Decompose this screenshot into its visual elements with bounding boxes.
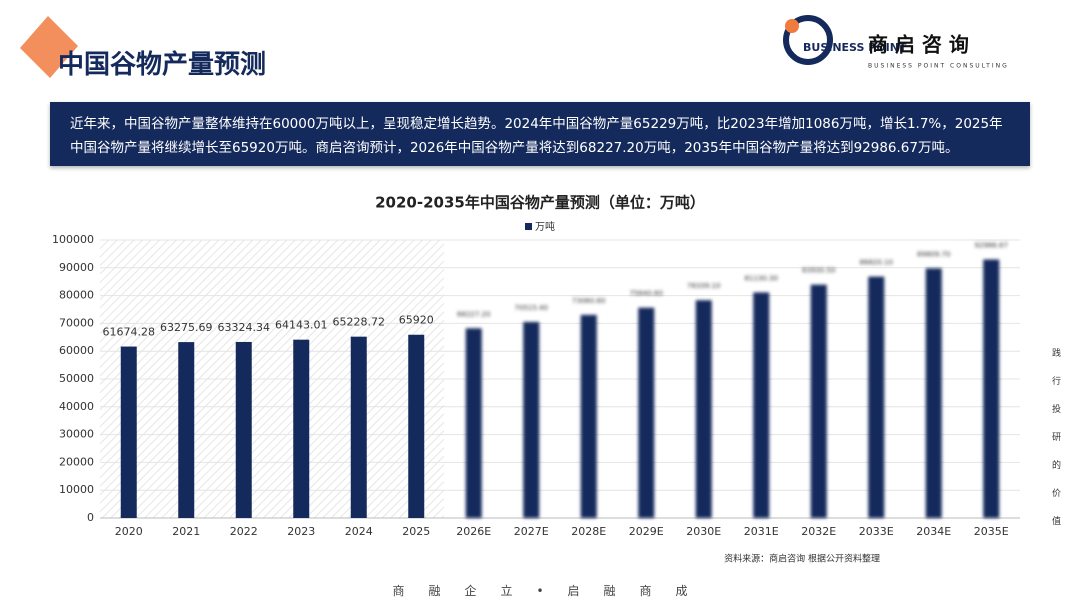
- bar: [638, 307, 655, 518]
- x-tick-label: 2031E: [744, 525, 779, 538]
- bar: [925, 268, 942, 518]
- bar: [293, 339, 310, 518]
- bar: [580, 314, 597, 518]
- bar: [178, 342, 195, 518]
- x-tick-label: 2030E: [686, 525, 721, 538]
- y-tick-label: 0: [87, 511, 94, 524]
- y-tick-label: 100000: [52, 233, 94, 246]
- bar: [408, 334, 425, 518]
- source: 资料来源：商启咨询 根据公开资料整理: [724, 553, 880, 565]
- y-tick-label: 10000: [59, 483, 94, 496]
- x-tick-label: 2028E: [571, 525, 606, 538]
- y-tick-label: 40000: [59, 400, 94, 413]
- legend-swatch: [525, 223, 532, 230]
- data-label: 86820.10: [860, 259, 893, 267]
- x-tick-label: 2025: [402, 525, 430, 538]
- data-label: 64143.01: [275, 319, 328, 332]
- data-label: 65920: [399, 314, 434, 327]
- x-tick-label: 2024: [345, 525, 373, 538]
- brand: 商 启 咨 询: [868, 33, 969, 57]
- x-tick-label: 2032E: [801, 525, 836, 538]
- logo-text: BUSINESS POINT: [803, 41, 907, 54]
- summary-box: 近年来，中国谷物产量整体维持在60000万吨以上，呈现稳定增长趋势。2024年中…: [50, 102, 1030, 166]
- data-label: 78339.10: [687, 282, 720, 290]
- side-text: 践行投研的价值: [1052, 349, 1062, 527]
- x-tick-label: 2033E: [859, 525, 894, 538]
- x-tick-label: 2020: [115, 525, 143, 538]
- legend-label: 万吨: [535, 220, 555, 233]
- data-label: 75640.60: [630, 290, 663, 298]
- x-tick-label: 2026E: [456, 525, 491, 538]
- bar: [120, 346, 137, 518]
- data-label: 73060.60: [572, 297, 605, 305]
- bar: [983, 259, 1000, 518]
- data-label: 92986.67: [975, 241, 1008, 249]
- decor: [20, 16, 78, 78]
- x-tick-label: 2022: [230, 525, 258, 538]
- bar: [753, 292, 770, 518]
- brand-en: BUSINESS POINT CONSULTING: [868, 63, 1009, 70]
- data-label: 65228.72: [333, 316, 386, 329]
- y-tick-label: 60000: [59, 344, 94, 357]
- page-title: 中国谷物产量预测: [58, 50, 267, 80]
- y-tick-label: 70000: [59, 316, 94, 329]
- bar: [695, 300, 712, 518]
- y-tick-label: 50000: [59, 372, 94, 385]
- bar: [235, 341, 252, 518]
- x-tick-label: 2021: [172, 525, 200, 538]
- logo-dot: [785, 19, 799, 33]
- bar: [465, 328, 482, 518]
- x-tick-label: 2029E: [629, 525, 664, 538]
- data-label: 70515.40: [515, 304, 548, 312]
- data-label: 81130.30: [745, 274, 778, 282]
- bar: [350, 336, 367, 518]
- data-label: 89809.70: [917, 250, 950, 258]
- data-label: 61674.28: [103, 326, 156, 339]
- x-tick-label: 2035E: [974, 525, 1009, 538]
- y-tick-label: 20000: [59, 455, 94, 468]
- logo-ring: [783, 15, 833, 65]
- chart-title: 2020-2035年中国谷物产量预测（单位：万吨）: [375, 194, 705, 212]
- data-label: 63324.34: [218, 321, 271, 334]
- data-label: 63275.69: [160, 321, 213, 334]
- y-tick-label: 90000: [59, 261, 94, 274]
- data-label: 68227.20: [457, 310, 490, 318]
- bar: [868, 276, 885, 518]
- x-tick-label: 2023: [287, 525, 315, 538]
- bar: [810, 284, 827, 518]
- y-tick-label: 80000: [59, 289, 94, 302]
- x-tick-label: 2034E: [916, 525, 951, 538]
- y-tick-label: 30000: [59, 428, 94, 441]
- data-label: 83930.50: [802, 267, 835, 275]
- footer: 商 融 企 立 • 启 融 商 成: [392, 584, 688, 598]
- bar: [523, 321, 540, 518]
- x-tick-label: 2027E: [514, 525, 549, 538]
